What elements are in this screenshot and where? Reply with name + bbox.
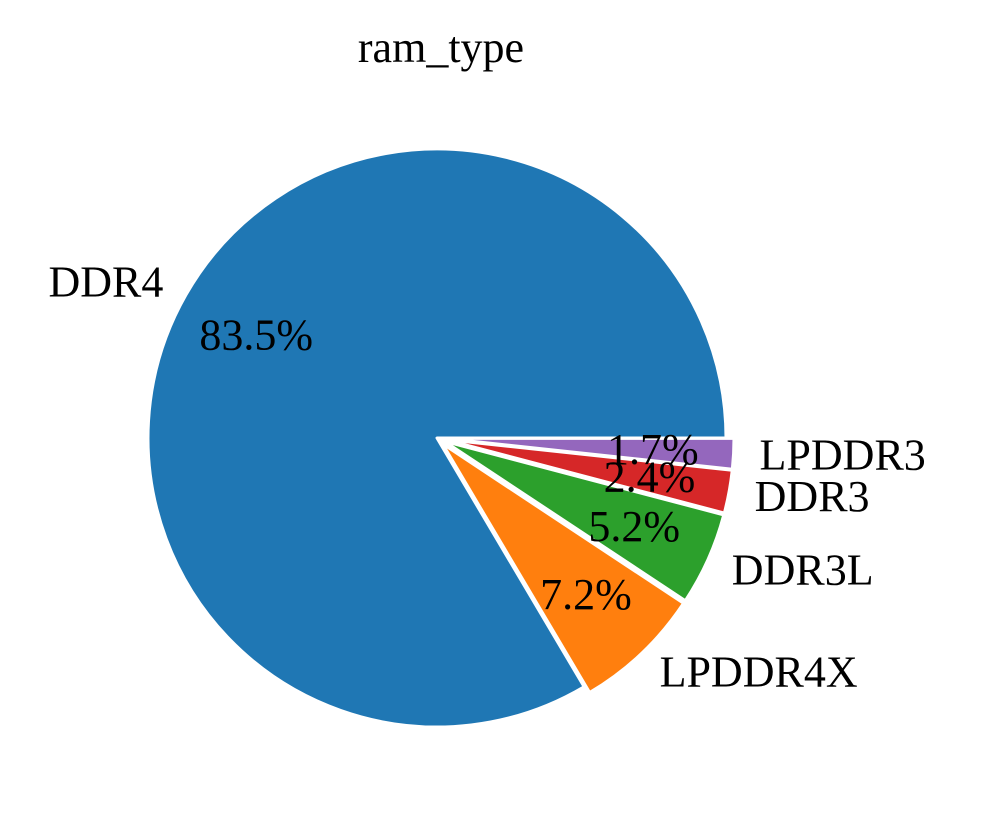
- chart-title: ram_type: [358, 23, 524, 72]
- pie-labels: 83.5% DDR4 7.2% LPDDR4X 5.2% DDR3L 2.4% DDR3 1.7…: [48, 257, 925, 696]
- pie-category-label-ddr3l: DDR3L: [732, 545, 874, 594]
- pie-category-label-ddr4: DDR4: [48, 257, 163, 306]
- pie-category-label-lpddr4x: LPDDR4X: [660, 648, 858, 697]
- pie-slice-ddr3l: [442, 439, 726, 603]
- pie-slice-lpddr4x: [441, 442, 686, 695]
- pie-percent-label-ddr3l: 5.2%: [588, 502, 680, 551]
- pie-percent-label-lpddr4x: 7.2%: [540, 570, 632, 619]
- pie-slice-ddr4: [146, 147, 728, 729]
- pie-category-label-ddr3: DDR3: [755, 472, 870, 521]
- pie-slices: [146, 147, 736, 729]
- pie-percent-label-ddr3: 2.4%: [604, 453, 696, 502]
- pie-percent-label-lpddr3: 1.7%: [607, 425, 699, 474]
- pie-percent-label-ddr4: 83.5%: [199, 310, 313, 359]
- pie-category-label-lpddr3: LPDDR3: [760, 431, 926, 480]
- pie-slice-lpddr3: [443, 436, 736, 471]
